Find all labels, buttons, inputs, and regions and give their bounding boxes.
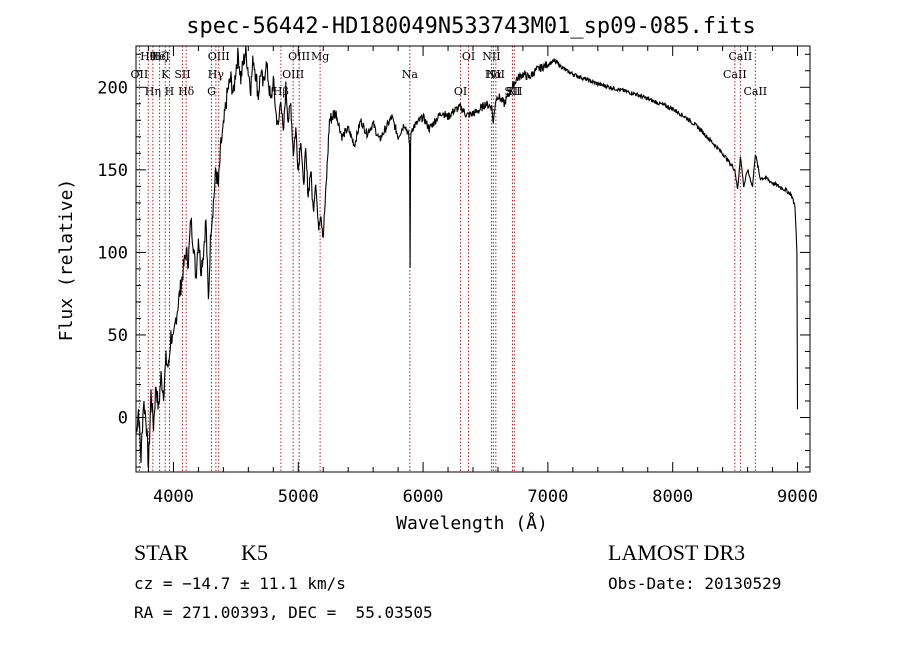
- x-tick-label: 5000: [278, 487, 319, 507]
- line-label-24: CaII: [729, 50, 753, 63]
- line-label-19: Hα: [485, 68, 503, 81]
- x-tick-label: 9000: [777, 487, 818, 507]
- line-markers: [138, 46, 756, 472]
- survey-name: LAMOST DR3: [608, 540, 746, 565]
- coordinates-text: RA = 271.00393, DEC = 55.03505: [134, 603, 433, 622]
- line-label-5: H: [165, 85, 175, 98]
- x-axis-label: Wavelength (Å): [396, 512, 548, 534]
- line-label-4: K: [161, 68, 170, 81]
- line-label-22: NII: [487, 68, 505, 81]
- x-tick-label: 4000: [153, 487, 194, 507]
- x-tick-label: 6000: [403, 487, 444, 507]
- line-label-18: OI: [462, 50, 475, 63]
- y-tick-label: 0: [118, 409, 128, 429]
- chart-title: spec-56442-HD180049N533743M01_sp09-085.f…: [186, 14, 756, 39]
- line-label-16: Na: [402, 68, 419, 81]
- y-tick-label: 150: [97, 161, 128, 181]
- line-label-21: NII: [482, 50, 500, 63]
- line-label-7: SII: [174, 68, 190, 81]
- line-label-0: Hθ: [140, 50, 157, 63]
- line-label-12: OIII: [288, 50, 310, 63]
- spectrum-line: [135, 45, 799, 469]
- plot-frame: [135, 45, 811, 473]
- line-label-10: Hγ: [208, 68, 225, 81]
- y-tick-label: 100: [97, 243, 128, 263]
- line-label-6: HeI: [149, 50, 169, 63]
- x-tick-label: 8000: [652, 487, 693, 507]
- object-type: STAR: [134, 540, 189, 565]
- line-label-8: Hδ: [178, 85, 195, 98]
- y-axis-label: Flux (relative): [56, 179, 77, 342]
- y-tick-label: 200: [97, 78, 128, 98]
- line-label-11: G: [207, 85, 216, 98]
- line-label-3: Hζ: [152, 50, 168, 63]
- line-label-13: OIII: [282, 68, 304, 81]
- line-label-2: Hη: [145, 85, 161, 98]
- line-label-14: Hβ: [273, 85, 289, 98]
- y-tick-label: 50: [108, 326, 128, 346]
- line-label-9: OIII: [208, 50, 230, 63]
- line-label-23: SII: [506, 85, 522, 98]
- x-axis: 4000 5000 6000 7000 8000 9000: [147, 46, 818, 507]
- x-tick-label: 7000: [527, 487, 568, 507]
- obs-date: Obs-Date: 20130529: [608, 574, 782, 593]
- line-label-26: CaII: [743, 85, 767, 98]
- line-labels: Hθ OII Hη Hζ KH HeI SII Hδ OIII Hγ G OIII OIII Hβ Mg Na…: [131, 50, 768, 98]
- y-axis: 0 50 100 150 200: [97, 53, 810, 468]
- line-label-1: OII: [131, 68, 149, 81]
- line-label-17: OI: [454, 85, 467, 98]
- subclass: K5: [241, 540, 268, 565]
- line-label-25: CaII: [723, 68, 747, 81]
- redshift-text: cz = −14.7 ± 11.1 km/s: [134, 574, 346, 593]
- line-label-15: Mg: [311, 50, 329, 63]
